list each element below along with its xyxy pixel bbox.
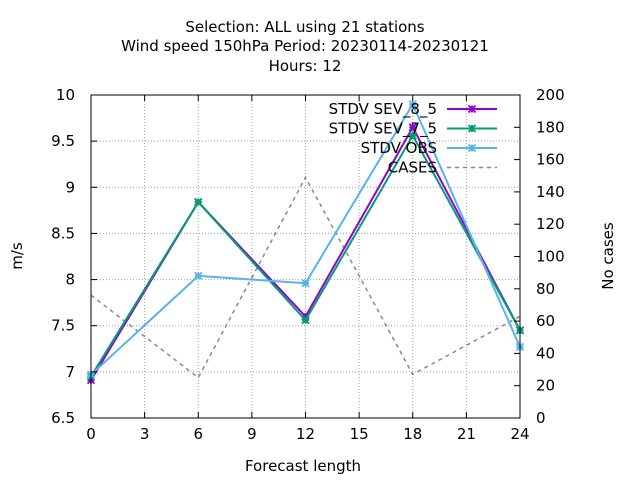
legend-label: STDV SEV_8_5	[329, 100, 437, 119]
y-tick-label: 6.5	[51, 409, 75, 427]
y2-tick-label: 120	[536, 215, 565, 233]
title-line-3: Hours: 12	[269, 57, 342, 75]
y2-tick-label: 180	[536, 118, 565, 136]
x-axis-label: Forecast length	[245, 457, 361, 475]
series-line	[90, 125, 521, 381]
series-point	[301, 279, 310, 288]
y-tick-label: 7	[65, 363, 75, 381]
series-point	[408, 123, 417, 132]
legend-label: STDV OBS	[361, 139, 437, 157]
x-tick-label: 24	[510, 425, 529, 443]
y2-tick-label: 20	[536, 377, 555, 395]
y2-tick-label: 40	[536, 344, 555, 362]
x-tick-label: 6	[193, 425, 203, 443]
x-tick-label: 12	[296, 425, 315, 443]
legend-marker	[467, 104, 477, 114]
y-tick-label: 8.5	[51, 224, 75, 242]
y2-tick-label: 140	[536, 183, 565, 201]
title-line-2: Wind speed 150hPa Period: 20230114-20230…	[121, 37, 489, 55]
series-point	[301, 312, 310, 321]
x-tick-label: 18	[403, 425, 422, 443]
axis-ticks: 0 3 6 9 12 15 18 21 246.577.588.599.510020406080…	[51, 86, 565, 443]
series-line	[90, 175, 521, 379]
legend-label: CASES	[388, 159, 437, 177]
x-tick-label: 15	[350, 425, 369, 443]
chart-title: Selection: ALL using 21 stations Wind sp…	[121, 18, 489, 75]
y-tick-label: 9	[65, 178, 75, 196]
legend-label: STDV SEV_7_5	[329, 120, 437, 139]
y-tick-label: 8	[65, 271, 75, 289]
y2-tick-label: 100	[536, 248, 565, 266]
y2-axis-label: No cases	[599, 222, 617, 290]
y2-tick-label: 80	[536, 280, 555, 298]
x-tick-label: 9	[247, 425, 257, 443]
y-axis-label: m/s	[8, 242, 26, 270]
y-tick-label: 10	[56, 86, 75, 104]
y2-tick-label: 0	[536, 409, 546, 427]
legend-marker	[467, 124, 477, 133]
series-point	[301, 316, 310, 325]
series-point	[194, 271, 203, 281]
y-tick-label: 7.5	[51, 317, 75, 335]
y-tick-label: 9.5	[51, 132, 75, 150]
y2-tick-label: 160	[536, 151, 565, 169]
x-tick-label: 0	[86, 425, 96, 443]
title-line-1: Selection: ALL using 21 stations	[185, 18, 424, 36]
y2-tick-label: 60	[536, 312, 555, 330]
series-point	[194, 197, 203, 207]
grid	[91, 95, 520, 418]
series-point	[408, 131, 417, 140]
x-tick-label: 21	[457, 425, 476, 443]
series-point	[408, 100, 417, 109]
series-line	[90, 133, 521, 377]
legend-marker	[467, 143, 477, 153]
y2-tick-label: 200	[536, 86, 565, 104]
x-tick-label: 3	[140, 425, 150, 443]
